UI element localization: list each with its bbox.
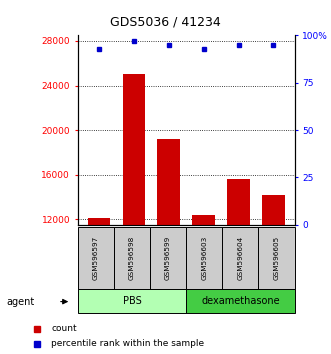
Bar — [192, 215, 215, 353]
Bar — [122, 74, 145, 353]
Bar — [150, 227, 186, 289]
Bar — [78, 289, 186, 313]
Bar — [259, 227, 295, 289]
Text: GSM596598: GSM596598 — [129, 235, 135, 280]
Text: GSM596599: GSM596599 — [165, 235, 171, 280]
Text: GSM596603: GSM596603 — [201, 235, 207, 280]
Text: dexamethasone: dexamethasone — [201, 296, 280, 306]
Text: PBS: PBS — [122, 296, 141, 306]
Bar — [88, 218, 110, 353]
Text: percentile rank within the sample: percentile rank within the sample — [51, 339, 204, 348]
Bar — [114, 227, 150, 289]
Bar — [186, 289, 295, 313]
Bar — [186, 227, 222, 289]
Text: agent: agent — [7, 297, 35, 307]
Text: GDS5036 / 41234: GDS5036 / 41234 — [110, 16, 221, 29]
Bar — [78, 227, 114, 289]
Bar — [262, 195, 285, 353]
Text: count: count — [51, 324, 77, 333]
Text: GSM596605: GSM596605 — [273, 235, 279, 280]
Bar — [222, 227, 259, 289]
Bar — [227, 179, 250, 353]
Text: GSM596604: GSM596604 — [237, 235, 243, 280]
Text: GSM596597: GSM596597 — [93, 235, 99, 280]
Bar — [158, 139, 180, 353]
